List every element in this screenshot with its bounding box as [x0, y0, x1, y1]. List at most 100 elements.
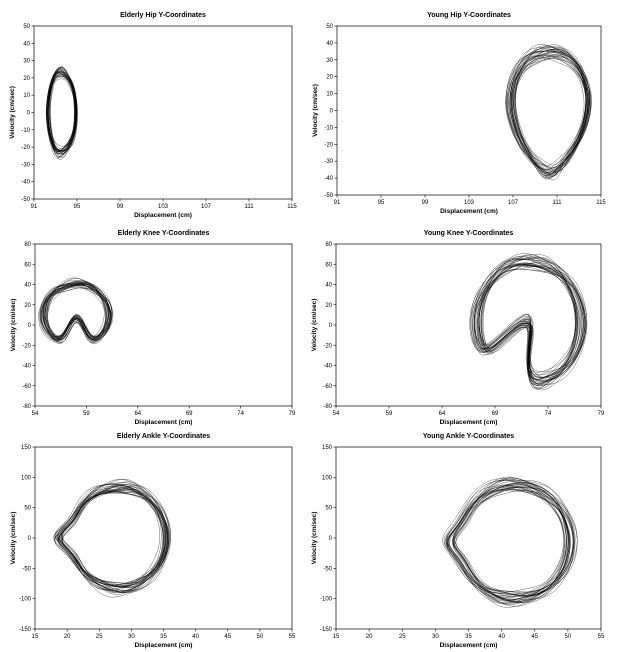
cycle-trace [42, 277, 110, 341]
x-tick-label: 59 [386, 411, 393, 417]
y-tick-label: 50 [326, 24, 333, 30]
y-tick-label: -100 [320, 597, 333, 603]
y-tick-label: -60 [22, 384, 31, 390]
cycle-trace [54, 481, 167, 592]
y-axis-label: Velocity (cm/sec) [10, 299, 17, 352]
y-tick-label: 0 [329, 323, 333, 329]
x-tick-label: 30 [432, 634, 439, 640]
x-tick-label: 50 [565, 634, 572, 640]
cycle-trace [454, 485, 564, 593]
x-tick-label: 20 [366, 634, 373, 640]
cycle-trace [473, 268, 587, 378]
x-tick-label: 91 [334, 200, 341, 206]
cycle-trace [514, 48, 587, 181]
y-tick-label: -50 [22, 566, 31, 572]
x-tick-label: 107 [201, 204, 212, 210]
x-tick-label: 25 [399, 634, 406, 640]
cycle-trace [452, 476, 569, 608]
y-tick-label: 0 [329, 536, 333, 542]
y-tick-label: -10 [324, 125, 333, 131]
y-tick-label: 100 [322, 475, 333, 481]
x-tick-label: 54 [32, 411, 39, 417]
chart-2: Young Hip Y-Coordinates 50 40 30 20 10 0 -10 -20… [312, 12, 606, 215]
x-tick-label: 25 [96, 634, 103, 640]
y-axis-label: Velocity (cm/sec) [10, 512, 17, 565]
y-tick-label: 30 [326, 58, 333, 64]
y-tick-label: -50 [323, 566, 332, 572]
y-tick-label: -60 [323, 384, 332, 390]
trace-group [38, 277, 114, 345]
cycle-trace [479, 256, 576, 380]
cycle-trace [447, 481, 574, 603]
cycle-trace [513, 50, 589, 174]
cycle-trace [481, 258, 578, 383]
y-tick-label: 0 [28, 323, 32, 329]
y-tick-label: 0 [27, 111, 31, 117]
plot-frame [33, 25, 293, 200]
x-tick-label: 54 [333, 411, 340, 417]
cycle-trace [47, 68, 77, 152]
y-tick-label: -150 [19, 627, 32, 633]
cycle-trace [481, 257, 577, 386]
cycle-trace [512, 54, 587, 166]
cycle-trace [48, 73, 75, 151]
cycle-trace [39, 282, 112, 338]
x-tick-label: 20 [64, 634, 71, 640]
chart-3: Elderly Knee Y-Coordinates 80 60 40 20 0 -20 -4… [10, 230, 296, 426]
trace-group [46, 66, 78, 160]
cycle-trace [54, 489, 169, 590]
y-axis-label: Velocity (cm/sec) [311, 299, 318, 352]
cycle-trace [472, 256, 585, 391]
cycle-trace [478, 262, 579, 378]
cycle-trace [474, 264, 587, 376]
x-tick-label: 99 [117, 204, 124, 210]
plot-frame [34, 446, 293, 630]
cycle-trace [480, 262, 581, 378]
cycle-trace [44, 283, 111, 343]
y-tick-label: 150 [21, 445, 32, 451]
x-tick-label: 91 [31, 204, 38, 210]
x-axis-label: Displacement (cm) [134, 212, 192, 219]
trace-group [505, 44, 592, 181]
cycle-trace [56, 479, 170, 591]
cycle-trace [470, 253, 588, 386]
x-tick-label: 15 [333, 634, 340, 640]
cycle-trace [58, 487, 166, 588]
trace-group [442, 476, 578, 608]
cycle-trace [476, 262, 584, 381]
x-tick-label: 79 [289, 411, 296, 417]
cycle-trace [448, 479, 570, 605]
cycle-trace [510, 55, 589, 175]
y-tick-label: 30 [23, 59, 30, 65]
cycle-trace [515, 55, 587, 175]
x-tick-label: 64 [439, 411, 446, 417]
x-tick-label: 40 [192, 634, 199, 640]
x-tick-label: 55 [598, 634, 605, 640]
y-tick-label: -10 [21, 128, 30, 134]
cycle-trace [444, 486, 578, 602]
y-tick-label: -40 [324, 176, 333, 182]
cycle-trace [47, 72, 75, 152]
x-tick-label: 74 [545, 411, 552, 417]
x-tick-label: 69 [492, 411, 499, 417]
y-tick-label: 40 [326, 41, 333, 47]
cycle-trace [38, 284, 111, 343]
y-tick-label: -20 [22, 343, 31, 349]
x-tick-label: 35 [160, 634, 167, 640]
x-tick-label: 103 [158, 204, 169, 210]
x-tick-label: 64 [134, 411, 141, 417]
y-tick-label: 40 [325, 283, 332, 289]
x-axis-label: Displacement (cm) [135, 642, 193, 649]
x-axis-label: Displacement (cm) [440, 642, 498, 649]
cycle-trace [447, 488, 570, 596]
x-tick-label: 95 [378, 200, 385, 206]
y-tick-label: 100 [21, 475, 32, 481]
chart-1: Elderly Hip Y-Coordinates 50 40 30 20 10 0 -10 -… [9, 12, 297, 219]
plot-frame [335, 446, 602, 630]
x-tick-label: 103 [464, 200, 475, 206]
x-tick-label: 35 [465, 634, 472, 640]
cycle-trace [49, 66, 75, 154]
cycle-trace [508, 49, 588, 178]
chart-title: Elderly Hip Y-Coordinates [120, 12, 206, 19]
cycle-trace [60, 484, 164, 593]
